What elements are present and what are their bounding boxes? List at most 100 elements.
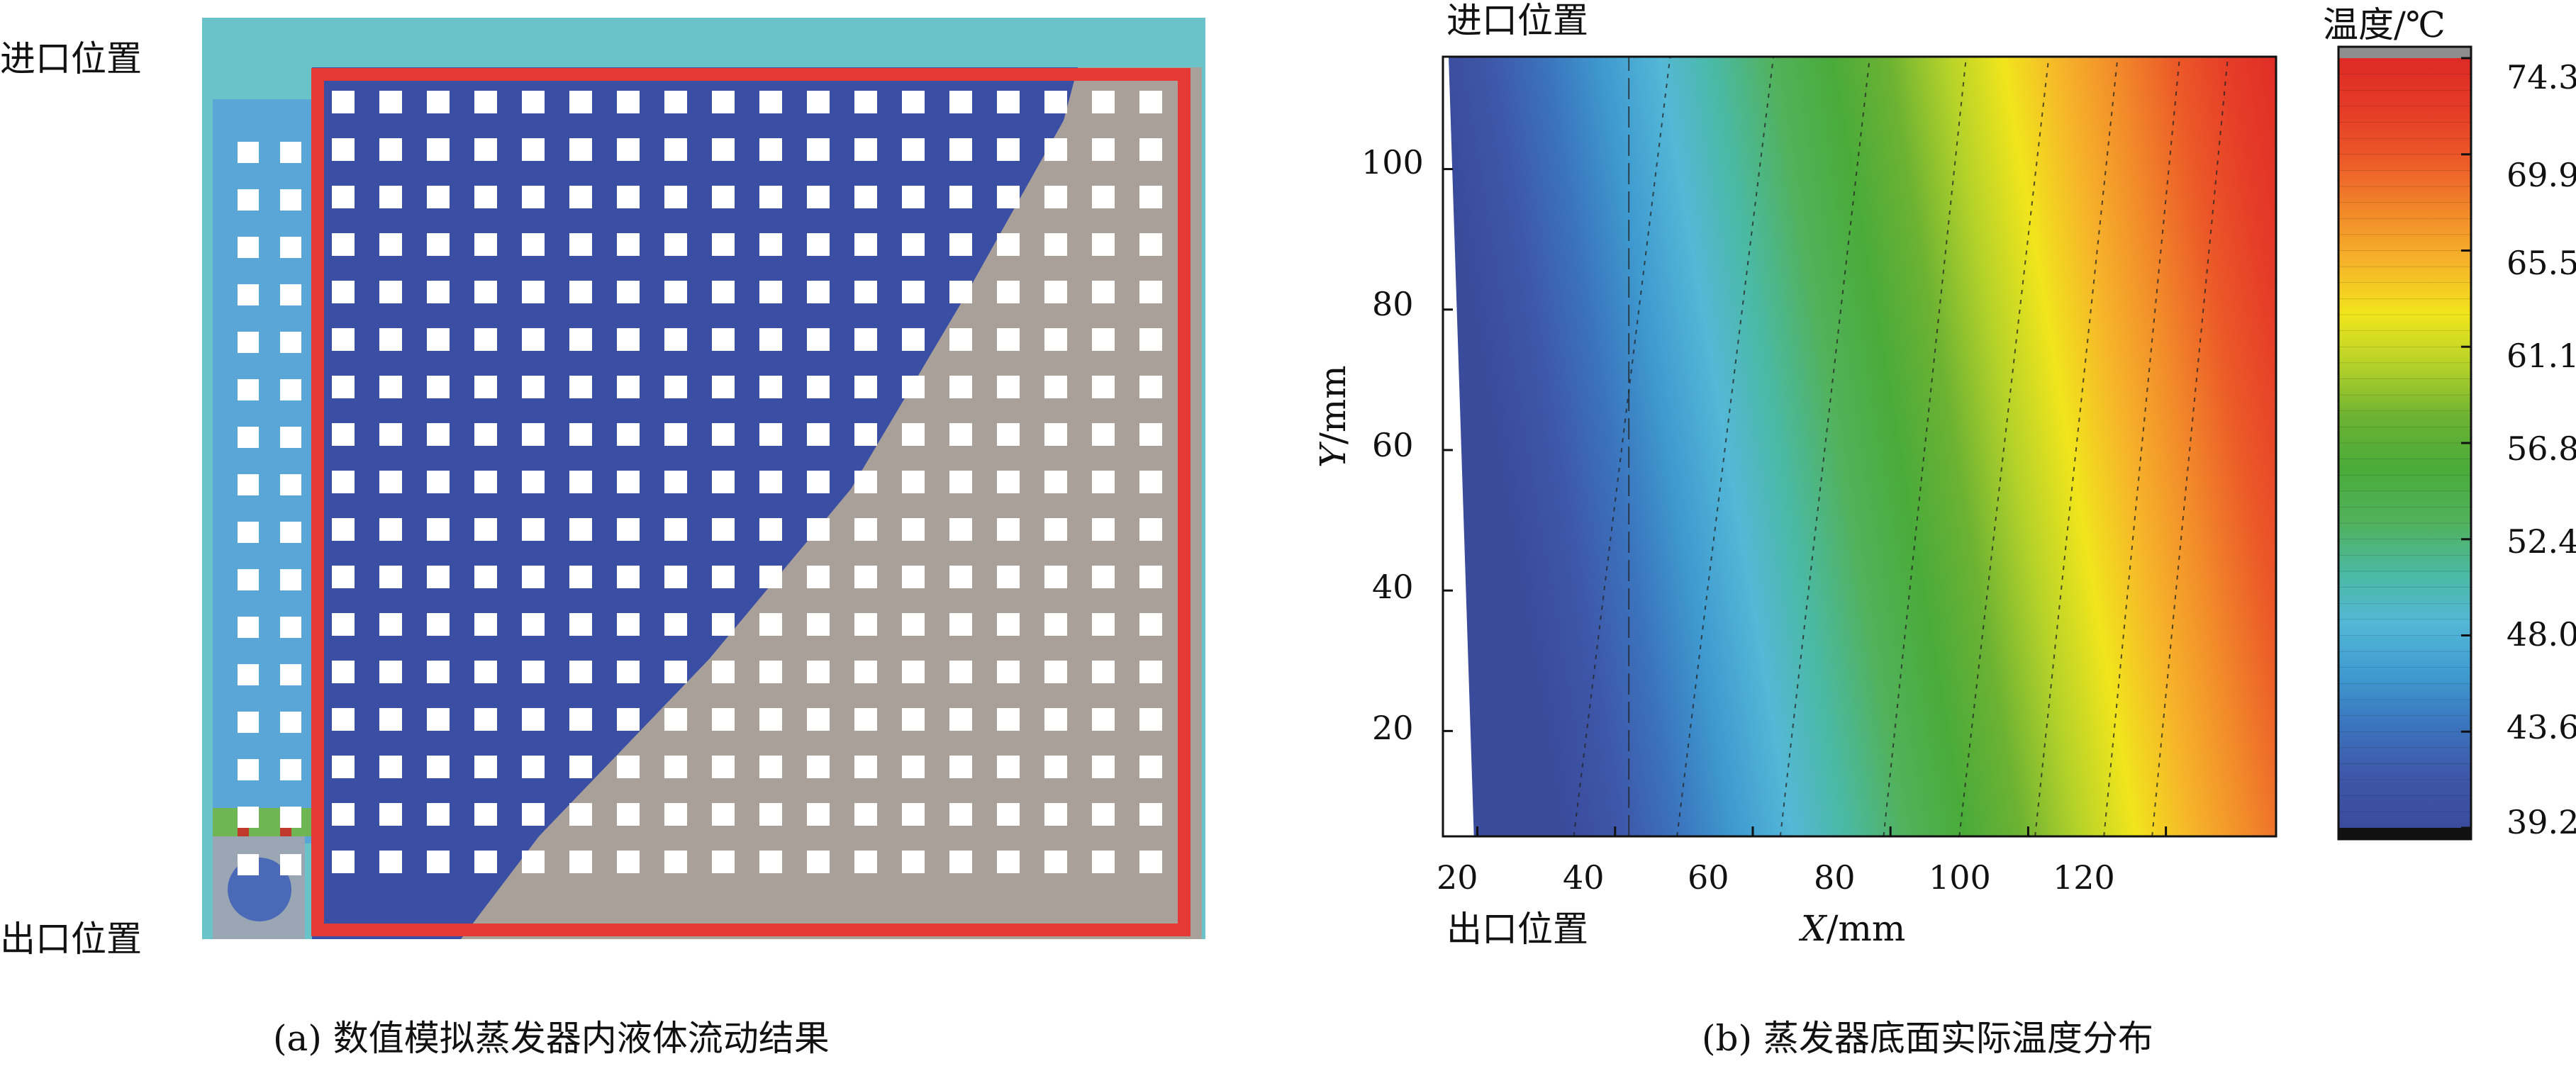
- pillar: [617, 518, 640, 541]
- pillar: [474, 328, 497, 351]
- pillar: [997, 803, 1020, 826]
- pillar: [474, 851, 497, 873]
- pillar: [854, 138, 877, 161]
- pillar: [1044, 423, 1067, 446]
- pillar: [902, 233, 925, 256]
- pillar: [522, 138, 545, 161]
- pillar: [949, 91, 972, 113]
- contour-line: [2151, 56, 2229, 837]
- pillar: [997, 281, 1020, 303]
- pillar: [238, 284, 259, 305]
- pillar: [1044, 471, 1067, 493]
- pillar: [712, 661, 735, 683]
- pillar: [997, 518, 1020, 541]
- pillar: [332, 566, 355, 588]
- colorbar-tick: 39.2: [2507, 803, 2576, 841]
- pillar: [759, 661, 782, 683]
- pillar: [807, 91, 830, 113]
- pillar: [949, 281, 972, 303]
- pillar: [332, 328, 355, 351]
- pillar: [332, 233, 355, 256]
- pillar: [474, 233, 497, 256]
- pillar: [1044, 613, 1067, 636]
- pillar: [379, 661, 402, 683]
- colorbar-title: 温度/℃: [2323, 4, 2446, 45]
- pillar: [1044, 851, 1067, 873]
- pillar: [280, 332, 301, 353]
- pillar: [759, 376, 782, 398]
- pillar: [759, 186, 782, 208]
- colorbar-tick: 43.6: [2507, 708, 2576, 746]
- pillar: [949, 756, 972, 778]
- pillar: [712, 281, 735, 303]
- pillar: [902, 328, 925, 351]
- pillar: [997, 566, 1020, 588]
- pillar: [902, 471, 925, 493]
- pillar: [332, 661, 355, 683]
- pillar: [1139, 186, 1162, 208]
- pillar: [664, 471, 687, 493]
- pillar: [474, 423, 497, 446]
- pillar: [238, 807, 259, 828]
- pillar: [759, 281, 782, 303]
- pillar: [807, 661, 830, 683]
- pillar: [522, 423, 545, 446]
- temperature-field: [1443, 57, 2276, 836]
- pillar: [427, 471, 450, 493]
- pillar: [332, 423, 355, 446]
- pillar: [379, 518, 402, 541]
- pillar: [712, 518, 735, 541]
- pillar: [854, 471, 877, 493]
- pillar: [569, 851, 592, 873]
- pillar: [759, 423, 782, 446]
- pillar: [522, 566, 545, 588]
- x-tick-label: 20: [1437, 858, 1478, 897]
- pillar: [807, 138, 830, 161]
- pillar: [807, 186, 830, 208]
- pillar: [569, 281, 592, 303]
- pillar: [1092, 566, 1115, 588]
- pillar: [332, 376, 355, 398]
- pillar: [759, 91, 782, 113]
- pillar: [280, 807, 301, 828]
- pillar: [664, 661, 687, 683]
- x-tick-label: 40: [1563, 858, 1605, 897]
- pillar: [759, 851, 782, 873]
- contour-line: [1883, 56, 1968, 837]
- pillar: [379, 423, 402, 446]
- pillar: [1044, 566, 1067, 588]
- pillar: [712, 233, 735, 256]
- pillar: [807, 803, 830, 826]
- pillar: [949, 471, 972, 493]
- colorbar-over-cap: [2338, 47, 2471, 58]
- pillar: [238, 189, 259, 211]
- pillar: [807, 708, 830, 731]
- pillar: [427, 661, 450, 683]
- pillar: [854, 613, 877, 636]
- pillar: [1139, 328, 1162, 351]
- pillar: [854, 756, 877, 778]
- pillar: [280, 284, 301, 305]
- panel-a-inlet-label: 进口位置: [0, 38, 142, 79]
- pillar: [280, 142, 301, 163]
- pillar: [617, 661, 640, 683]
- panel-a-caption: (a) 数值模拟蒸发器内液体流动结果: [273, 1018, 830, 1059]
- colorbar-tick: 74.3: [2507, 58, 2576, 96]
- pillar: [1092, 328, 1115, 351]
- x-tick-label: 120: [2053, 858, 2115, 897]
- pillar: [427, 233, 450, 256]
- pillar: [1092, 518, 1115, 541]
- pillar: [427, 328, 450, 351]
- pillar: [617, 708, 640, 731]
- pillar: [379, 328, 402, 351]
- pillar: [759, 708, 782, 731]
- pillar: [1044, 138, 1067, 161]
- pillar: [1139, 138, 1162, 161]
- pillar: [569, 566, 592, 588]
- pillar: [379, 756, 402, 778]
- pillar: [379, 851, 402, 873]
- pillar: [474, 613, 497, 636]
- pillar: [522, 186, 545, 208]
- pillar: [1044, 756, 1067, 778]
